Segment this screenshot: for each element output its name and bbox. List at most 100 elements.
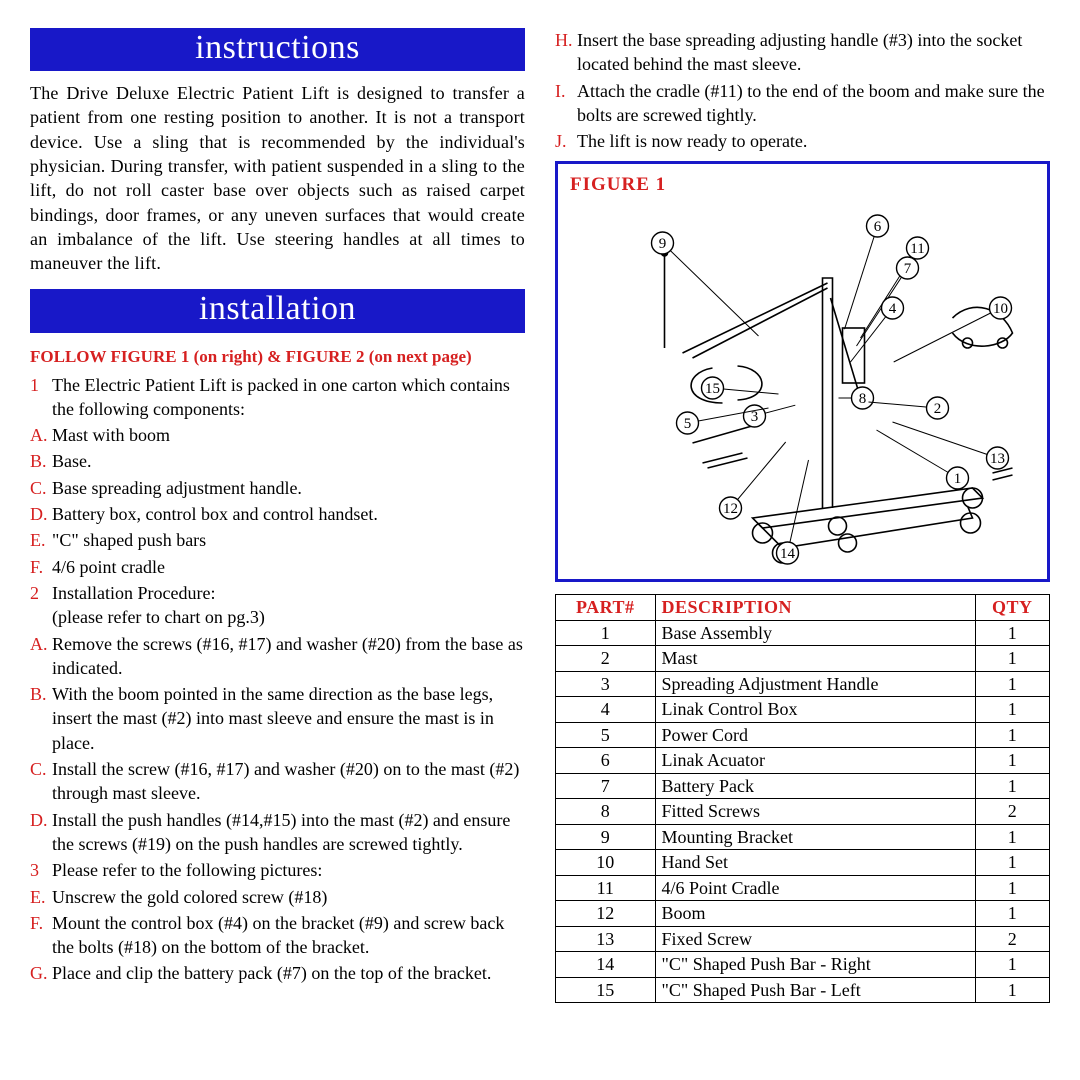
table-row: 4Linak Control Box1 — [556, 697, 1050, 723]
cell-desc: Linak Control Box — [655, 697, 975, 723]
step-text: Mast with boom — [52, 423, 525, 447]
cell-part: 4 — [556, 697, 656, 723]
step-text: Remove the screws (#16, #17) and washer … — [52, 632, 525, 681]
table-row: 6Linak Acuator1 — [556, 748, 1050, 774]
svg-text:9: 9 — [659, 236, 667, 252]
cell-part: 1 — [556, 620, 656, 646]
cell-qty: 1 — [975, 646, 1049, 672]
left-column: instructions The Drive Deluxe Electric P… — [30, 28, 525, 1052]
follow-note: FOLLOW FIGURE 1 (on right) & FIGURE 2 (o… — [30, 347, 525, 367]
table-row: 12Boom1 — [556, 901, 1050, 927]
step-text: Install the screw (#16, #17) and washer … — [52, 757, 525, 806]
step-text: With the boom pointed in the same direct… — [52, 682, 525, 755]
cell-qty: 1 — [975, 952, 1049, 978]
step-label: H. — [555, 28, 577, 77]
cell-qty: 1 — [975, 748, 1049, 774]
cell-qty: 1 — [975, 697, 1049, 723]
step-item: E."C" shaped push bars — [30, 528, 525, 552]
cell-desc: Battery Pack — [655, 773, 975, 799]
table-row: 10Hand Set1 — [556, 850, 1050, 876]
cell-part: 15 — [556, 977, 656, 1003]
banner-instructions: instructions — [30, 28, 525, 71]
cell-desc: "C" Shaped Push Bar - Left — [655, 977, 975, 1003]
cell-qty: 2 — [975, 799, 1049, 825]
cell-part: 2 — [556, 646, 656, 672]
figure-1-box: FIGURE 1 — [555, 161, 1050, 582]
cell-desc: Boom — [655, 901, 975, 927]
step-item: J.The lift is now ready to operate. — [555, 129, 1050, 153]
cell-desc: Base Assembly — [655, 620, 975, 646]
table-row: 13Fixed Screw2 — [556, 926, 1050, 952]
step-label: 3 — [30, 858, 52, 882]
step-item: C.Base spreading adjustment handle. — [30, 476, 525, 500]
cell-qty: 1 — [975, 824, 1049, 850]
cell-desc: Hand Set — [655, 850, 975, 876]
step-label: 1 — [30, 373, 52, 422]
step-item: 1The Electric Patient Lift is packed in … — [30, 373, 525, 422]
step-label: I. — [555, 79, 577, 128]
th-part: PART# — [556, 595, 656, 621]
cell-qty: 1 — [975, 773, 1049, 799]
step-label: F. — [30, 555, 52, 579]
step-label: C. — [30, 757, 52, 806]
step-item: B.With the boom pointed in the same dire… — [30, 682, 525, 755]
cell-desc: Spreading Adjustment Handle — [655, 671, 975, 697]
step-text: The lift is now ready to operate. — [577, 129, 1050, 153]
svg-text:7: 7 — [904, 261, 912, 277]
svg-text:11: 11 — [910, 241, 924, 257]
step-label: E. — [30, 885, 52, 909]
step-label: A. — [30, 423, 52, 447]
table-row: 7Battery Pack1 — [556, 773, 1050, 799]
figure-title: FIGURE 1 — [570, 174, 1035, 196]
step-item: D.Battery box, control box and control h… — [30, 502, 525, 526]
cell-part: 5 — [556, 722, 656, 748]
cell-part: 9 — [556, 824, 656, 850]
cell-qty: 1 — [975, 671, 1049, 697]
svg-text:10: 10 — [993, 301, 1008, 317]
banner-installation: installation — [30, 289, 525, 332]
step-item: F. Mount the control box (#4) on the bra… — [30, 911, 525, 960]
table-row: 3Spreading Adjustment Handle1 — [556, 671, 1050, 697]
exploded-diagram: 961174101582351131214 — [570, 198, 1035, 568]
cell-qty: 1 — [975, 722, 1049, 748]
step-text: Installation Procedure:(please refer to … — [52, 581, 525, 630]
table-row: 15"C" Shaped Push Bar - Left1 — [556, 977, 1050, 1003]
cell-qty: 1 — [975, 850, 1049, 876]
table-row: 8Fitted Screws2 — [556, 799, 1050, 825]
intro-paragraph: The Drive Deluxe Electric Patient Lift i… — [30, 81, 525, 275]
step-text: Attach the cradle (#11) to the end of th… — [577, 79, 1050, 128]
cell-qty: 1 — [975, 620, 1049, 646]
step-text: Install the push handles (#14,#15) into … — [52, 808, 525, 857]
svg-text:12: 12 — [723, 501, 738, 517]
step-label: E. — [30, 528, 52, 552]
table-header-row: PART# DESCRIPTION QTY — [556, 595, 1050, 621]
step-text: Please refer to the following pictures: — [52, 858, 525, 882]
svg-text:15: 15 — [705, 381, 720, 397]
cell-qty: 1 — [975, 977, 1049, 1003]
cell-part: 6 — [556, 748, 656, 774]
step-item: F. 4/6 point cradle — [30, 555, 525, 579]
installation-steps-continued: H.Insert the base spreading adjusting ha… — [555, 28, 1050, 155]
step-text: Insert the base spreading adjusting hand… — [577, 28, 1050, 77]
cell-part: 14 — [556, 952, 656, 978]
cell-desc: Mounting Bracket — [655, 824, 975, 850]
step-text: 4/6 point cradle — [52, 555, 525, 579]
step-text: Battery box, control box and control han… — [52, 502, 525, 526]
step-item: 3 Please refer to the following pictures… — [30, 858, 525, 882]
step-item: B.Base. — [30, 449, 525, 473]
cell-part: 10 — [556, 850, 656, 876]
cell-desc: "C" Shaped Push Bar - Right — [655, 952, 975, 978]
svg-text:13: 13 — [990, 451, 1005, 467]
step-label: F. — [30, 911, 52, 960]
cell-qty: 2 — [975, 926, 1049, 952]
step-item: G.Place and clip the battery pack (#7) o… — [30, 961, 525, 985]
step-text: Mount the control box (#4) on the bracke… — [52, 911, 525, 960]
step-item: D.Install the push handles (#14,#15) int… — [30, 808, 525, 857]
table-row: 9Mounting Bracket1 — [556, 824, 1050, 850]
step-item: C.Install the screw (#16, #17) and washe… — [30, 757, 525, 806]
step-label: B. — [30, 682, 52, 755]
table-row: 1Base Assembly1 — [556, 620, 1050, 646]
step-item: H.Insert the base spreading adjusting ha… — [555, 28, 1050, 77]
svg-text:1: 1 — [954, 471, 962, 487]
step-label: 2 — [30, 581, 52, 630]
